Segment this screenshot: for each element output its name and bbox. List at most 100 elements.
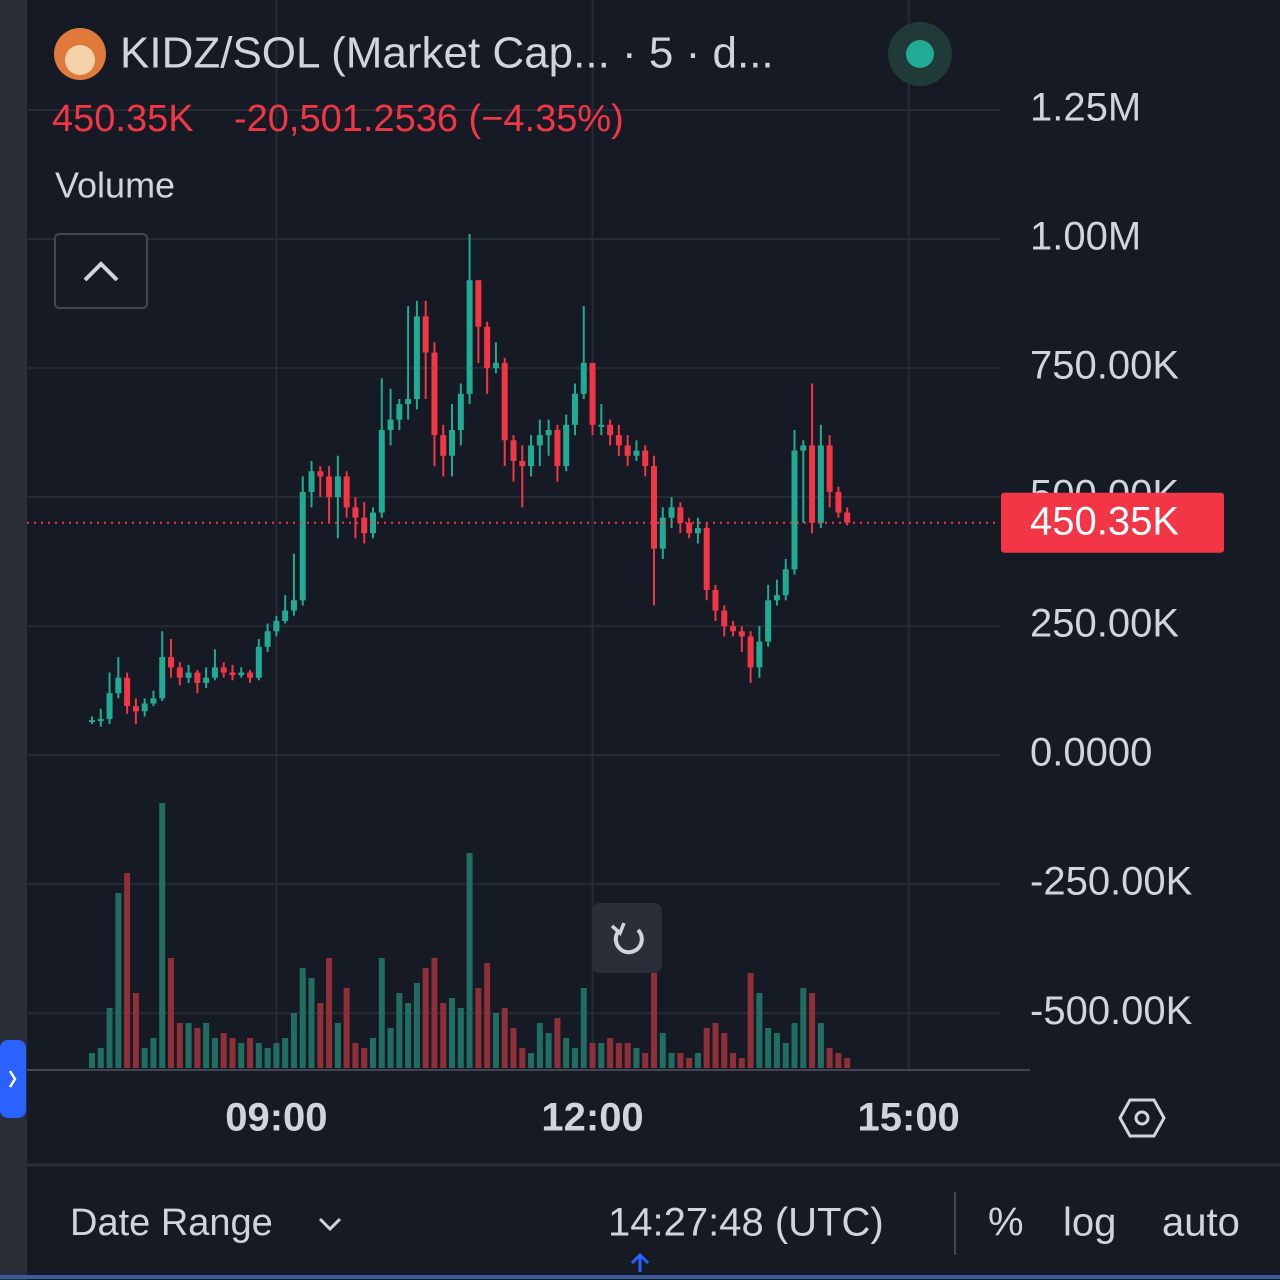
candle-body bbox=[431, 352, 438, 436]
candle-body bbox=[624, 445, 631, 456]
volume-bar bbox=[396, 993, 403, 1068]
candle-body bbox=[159, 657, 166, 699]
volume-bar bbox=[519, 1048, 526, 1068]
volume-bar bbox=[150, 1038, 157, 1068]
candle-body bbox=[747, 636, 754, 668]
volume-bar bbox=[686, 1058, 693, 1068]
volume-bar bbox=[273, 1043, 280, 1068]
candle-body bbox=[440, 435, 447, 456]
volume-label: Volume bbox=[55, 165, 175, 206]
candle-body bbox=[492, 362, 499, 369]
candle-body bbox=[405, 398, 412, 405]
candle-body bbox=[238, 672, 245, 676]
side-toggle[interactable] bbox=[0, 1040, 26, 1118]
candle-body bbox=[352, 507, 359, 518]
candle-body bbox=[308, 471, 315, 492]
volume-bar bbox=[211, 1038, 218, 1068]
candle-body bbox=[800, 445, 807, 451]
volume-bar bbox=[677, 1053, 684, 1068]
candle-body bbox=[150, 698, 157, 704]
volume-bar bbox=[624, 1043, 631, 1068]
candle-body bbox=[317, 471, 324, 477]
y-tick-label: 1.00M bbox=[1030, 215, 1141, 259]
volume-bar bbox=[703, 1028, 710, 1068]
candle-body bbox=[633, 450, 640, 456]
candle-body bbox=[835, 491, 842, 513]
candle-body bbox=[571, 393, 578, 425]
settings-button[interactable] bbox=[1118, 1098, 1166, 1138]
volume-bar bbox=[528, 1053, 535, 1068]
log-toggle[interactable]: log bbox=[1063, 1201, 1116, 1245]
side-toggle-icon bbox=[8, 1070, 17, 1088]
candle-body bbox=[686, 522, 693, 534]
volume-bar bbox=[343, 988, 350, 1068]
candle-body bbox=[97, 719, 104, 722]
volume-bar bbox=[299, 968, 306, 1068]
collapse-button[interactable] bbox=[54, 233, 148, 309]
volume-bar bbox=[255, 1043, 262, 1068]
volume-bar bbox=[352, 1043, 359, 1068]
candle-body bbox=[247, 672, 254, 678]
volume-bar bbox=[466, 853, 473, 1068]
candle-body bbox=[782, 569, 789, 596]
candle-body bbox=[88, 720, 95, 723]
candle-body bbox=[229, 672, 236, 676]
candle-body bbox=[791, 450, 798, 570]
candle-body bbox=[668, 507, 675, 518]
candle-body bbox=[730, 626, 737, 632]
candle-body bbox=[124, 677, 131, 707]
auto-toggle[interactable]: auto bbox=[1162, 1201, 1240, 1245]
y-tick-label: -250.00K bbox=[1030, 860, 1193, 904]
volume-bar bbox=[238, 1043, 245, 1068]
volume-bar bbox=[809, 993, 816, 1068]
y-tick-label: 250.00K bbox=[1030, 602, 1179, 646]
volume-bar bbox=[817, 1023, 824, 1068]
volume-bar bbox=[536, 1023, 543, 1068]
volume-bar bbox=[176, 1023, 183, 1068]
candle-body bbox=[519, 460, 526, 467]
status-dot bbox=[906, 40, 934, 68]
candle-body bbox=[773, 595, 780, 601]
y-tick-label: 1.25M bbox=[1030, 86, 1141, 130]
volume-bar bbox=[247, 1038, 254, 1068]
candle-body bbox=[203, 677, 210, 683]
volume-bar bbox=[115, 893, 122, 1068]
candle-body bbox=[176, 667, 183, 678]
candle-body bbox=[141, 703, 148, 712]
x-tick-label: 09:00 bbox=[225, 1096, 327, 1140]
candle-body bbox=[290, 600, 297, 611]
candle-body bbox=[168, 657, 175, 668]
volume-bar bbox=[203, 1023, 210, 1068]
candle-body bbox=[211, 667, 218, 678]
candle-body bbox=[809, 445, 816, 523]
candle-body bbox=[422, 316, 429, 353]
candle-body bbox=[132, 706, 139, 712]
candle-body bbox=[826, 445, 833, 492]
percent-toggle[interactable]: % bbox=[988, 1201, 1024, 1245]
volume-bar bbox=[413, 983, 420, 1068]
candle-body bbox=[677, 507, 684, 523]
volume-bar bbox=[168, 958, 175, 1068]
candle-body bbox=[115, 677, 122, 694]
candle-body bbox=[659, 517, 666, 549]
volume-bar bbox=[668, 1053, 675, 1068]
volume-bar bbox=[97, 1048, 104, 1068]
volume-bar bbox=[194, 1028, 201, 1068]
candle-body bbox=[299, 491, 306, 601]
y-tick-label: -500.00K bbox=[1030, 989, 1193, 1033]
volume-bar bbox=[369, 1038, 376, 1068]
reset-button[interactable] bbox=[592, 903, 662, 973]
volume-bar bbox=[747, 973, 754, 1068]
volume-bar bbox=[545, 1033, 552, 1068]
candle-body bbox=[712, 589, 719, 611]
date-range[interactable]: Date Range bbox=[70, 1202, 273, 1244]
volume-bar bbox=[694, 1053, 701, 1068]
volume-bar bbox=[185, 1023, 192, 1068]
volume-bar bbox=[290, 1013, 297, 1068]
clock: 14:27:48 (UTC) bbox=[608, 1201, 884, 1245]
volume-bar bbox=[554, 1018, 561, 1068]
volume-bar bbox=[782, 1043, 789, 1068]
symbol-title: KIDZ/SOL (Market Cap... · 5 · d... bbox=[120, 29, 774, 78]
